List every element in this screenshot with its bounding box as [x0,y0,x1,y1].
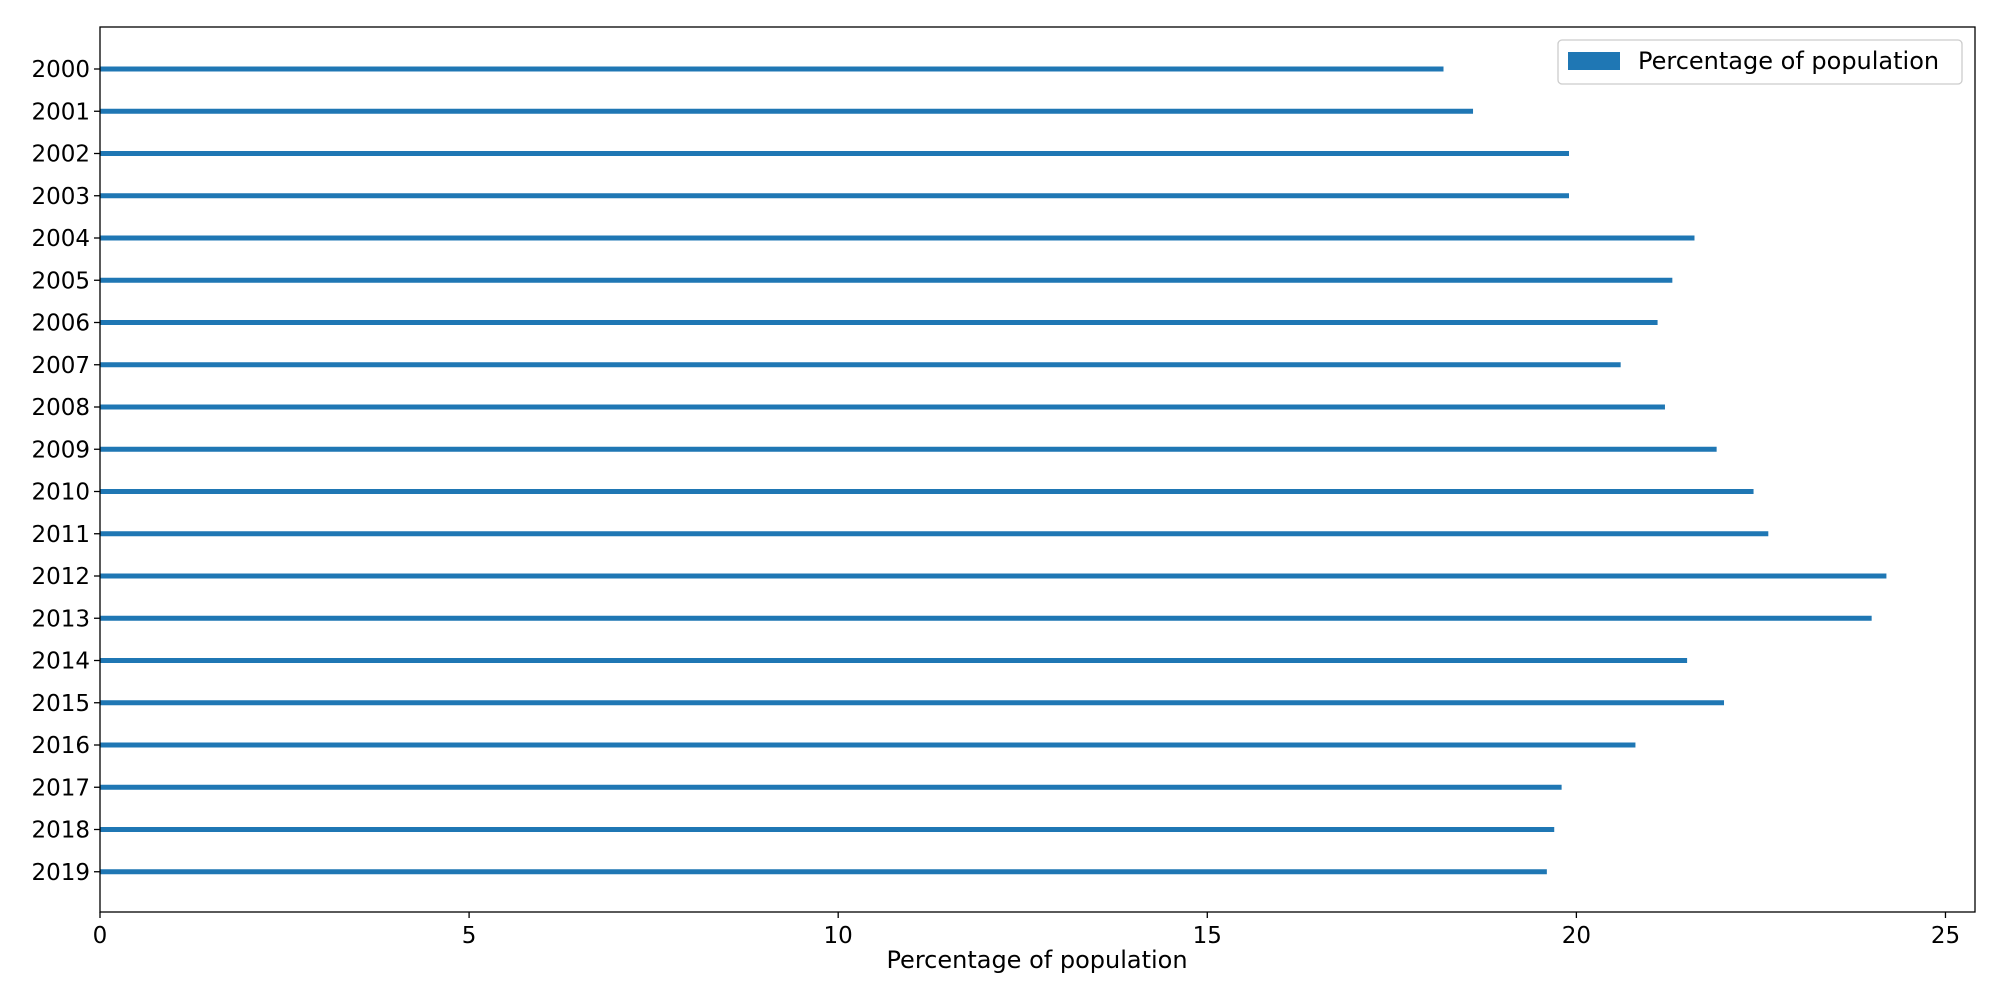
y-tick-label-2002: 2002 [31,142,90,168]
y-tick-label-2014: 2014 [31,649,90,675]
y-tick-label-2006: 2006 [31,311,90,337]
bar-2014 [100,658,1688,663]
bar-2004 [100,235,1695,241]
x-tick-label-20: 20 [1562,923,1591,949]
y-tick-label-2008: 2008 [31,395,90,421]
x-tick-label-0: 0 [93,923,108,949]
bar-2003 [100,193,1569,199]
x-axis-ticks: 0 5 10 15 20 25 [93,912,1960,949]
y-tick-label-2001: 2001 [31,99,90,125]
legend-label: Percentage of population [1638,47,1939,75]
y-axis-ticks: 2000 2001 2002 2003 2004 2005 2006 2007 2008 2009… [31,57,100,886]
plot-frame [99,26,1976,913]
y-tick-label-2012: 2012 [31,564,90,590]
bar-2000 [100,66,1444,72]
y-tick-label-2009: 2009 [31,437,90,463]
bar-2009 [100,446,1717,452]
y-tick-label-2017: 2017 [31,775,90,801]
bar-2006 [100,320,1658,325]
y-tick-label-2005: 2005 [31,268,90,294]
bar-2001 [100,108,1474,114]
bar-2016 [100,742,1636,748]
y-tick-label-2019: 2019 [31,860,90,886]
y-tick-label-2003: 2003 [31,184,90,210]
y-tick-label-2011: 2011 [31,522,90,548]
x-tick-label-10: 10 [824,923,853,949]
bar-2010 [100,489,1754,494]
bar-2002 [100,151,1569,156]
x-axis-label: Percentage of population [886,946,1187,974]
bar-2005 [100,277,1673,283]
y-tick-label-2018: 2018 [31,818,90,844]
y-tick-label-2013: 2013 [31,606,90,632]
x-tick-label-25: 25 [1931,923,1960,949]
legend-swatch [1568,52,1620,70]
legend-frame [1557,39,1963,85]
y-tick-label-2015: 2015 [31,691,90,717]
y-tick-label-2000: 2000 [31,57,90,83]
bar-2012 [100,573,1887,579]
bar-2008 [100,404,1665,410]
plot-area [100,27,1975,912]
y-tick-label-2007: 2007 [31,353,90,379]
y-tick-label-2016: 2016 [31,733,90,759]
bar-2011 [100,531,1769,537]
bar-2019 [100,869,1547,875]
bars-group [100,66,1887,875]
bar-2007 [100,362,1621,368]
bar-2013 [100,615,1872,621]
x-tick-label-5: 5 [462,923,477,949]
bar-2017 [100,784,1562,790]
y-tick-label-2004: 2004 [31,226,90,252]
y-tick-label-2010: 2010 [31,480,90,506]
bar-2015 [100,700,1725,706]
bar-2018 [100,827,1555,832]
x-tick-label-15: 15 [1193,923,1222,949]
legend: Percentage of population [1557,39,1963,85]
